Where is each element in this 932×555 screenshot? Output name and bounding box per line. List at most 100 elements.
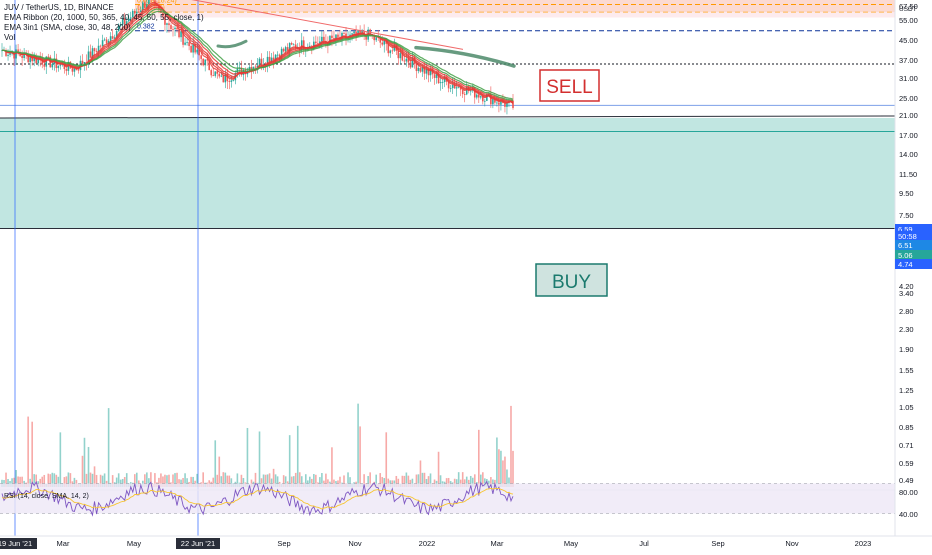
candle-body — [259, 59, 261, 66]
volume-bar — [108, 408, 110, 487]
time-highlight: 19 Jun '21 — [0, 539, 32, 548]
time-tick: Mar — [57, 539, 70, 548]
candle-body — [96, 51, 98, 52]
candle-body — [476, 95, 478, 98]
time-tick: 2022 — [419, 539, 436, 548]
candle-body — [283, 49, 285, 52]
hand-drawn-mark — [218, 41, 246, 47]
candle-body — [231, 80, 233, 81]
indicator-ema-3in1[interactable]: EMA 3in1 (SMA, close, 30, 48, 200) — [4, 23, 204, 33]
time-tick: Sep — [711, 539, 724, 548]
candle-body — [420, 68, 422, 72]
volume-bar — [297, 426, 299, 487]
candle-body — [462, 90, 464, 94]
candle-body — [416, 64, 418, 71]
buy-zone-top-line — [0, 116, 895, 118]
volume-bar — [502, 460, 504, 487]
price-tick: 45.00 — [899, 36, 918, 45]
price-tick: 1.55 — [899, 366, 914, 375]
candle-body — [470, 91, 472, 92]
candle-body — [72, 69, 74, 72]
rsi-tick: 80.00 — [899, 488, 918, 497]
candle-body — [398, 51, 400, 58]
time-tick: Sep — [277, 539, 290, 548]
price-label: 6.51 — [898, 241, 913, 250]
volume-bar — [478, 430, 480, 487]
candle-body — [90, 51, 92, 57]
candle-body — [391, 51, 393, 52]
volume-bar — [500, 451, 502, 487]
candle-body — [498, 103, 500, 105]
candle-body — [222, 76, 224, 83]
price-tick: 7.50 — [899, 211, 914, 220]
volume-bar — [88, 447, 90, 487]
indicator-ema-ribbon[interactable]: EMA Ribbon (20, 1000, 50, 365, 40, 45, 5… — [4, 13, 204, 23]
volume-bar — [259, 431, 261, 487]
price-tick: 0.71 — [899, 441, 914, 450]
volume-bar — [498, 449, 500, 487]
symbol-title[interactable]: JUV / TetherUS, 1D, BINANCE — [4, 3, 204, 13]
candle-body — [343, 33, 345, 34]
candle-body — [29, 58, 31, 63]
price-tick: 67.50 — [899, 2, 918, 11]
price-label: 5.06 — [898, 251, 913, 260]
candle-body — [321, 37, 323, 42]
volume-bar — [247, 428, 249, 487]
candle-body — [21, 56, 23, 58]
candle-body — [418, 68, 420, 71]
candle-body — [60, 65, 62, 66]
candle-body — [212, 75, 214, 76]
volume-bar — [331, 447, 333, 487]
volume-bar — [420, 460, 422, 487]
chart-legend: JUV / TetherUS, 1D, BINANCE EMA Ribbon (… — [4, 3, 204, 43]
time-tick: May — [127, 539, 141, 548]
time-tick: Jul — [639, 539, 649, 548]
time-tick: Nov — [785, 539, 799, 548]
volume-bar — [27, 417, 29, 487]
price-tick: 2.30 — [899, 325, 914, 334]
candle-body — [496, 103, 498, 104]
volume-bar — [510, 406, 512, 487]
candle-body — [78, 70, 80, 71]
candle-body — [315, 42, 317, 44]
price-tick: 31.00 — [899, 74, 918, 83]
buy-zone — [0, 118, 895, 228]
candle-body — [190, 46, 192, 52]
rsi-label: RSI (14, close, SMA, 14, 2) — [4, 493, 89, 500]
price-tick: 11.50 — [899, 170, 917, 179]
volume-bar — [385, 432, 387, 487]
candle-body — [51, 64, 53, 67]
volume-bar — [289, 435, 291, 487]
candle-body — [323, 37, 325, 41]
volume-bar — [82, 456, 84, 487]
price-label: 4.74 — [898, 260, 913, 269]
buy-label: BUY — [552, 272, 591, 293]
rsi-band — [0, 484, 895, 514]
candle-body — [220, 76, 222, 77]
volume-bar — [84, 438, 86, 487]
price-label: 50:58 — [898, 232, 917, 241]
candle-body — [218, 74, 220, 77]
candle-body — [410, 63, 412, 68]
candle-body — [389, 51, 391, 54]
volume-bar — [496, 437, 498, 487]
candle-body — [478, 95, 480, 98]
candle-body — [464, 94, 466, 95]
indicator-volume[interactable]: Vol — [4, 33, 204, 43]
candle-body — [7, 55, 9, 56]
time-highlight: 22 Jun '21 — [181, 539, 215, 548]
candle-body — [285, 47, 287, 51]
volume-bar — [359, 426, 361, 487]
volume-bar — [357, 404, 359, 487]
candle-body — [331, 36, 333, 38]
candle-body — [43, 65, 45, 67]
candle-body — [196, 50, 198, 53]
candle-body — [337, 35, 339, 37]
price-tick: 55.00 — [899, 16, 918, 25]
time-tick: Nov — [348, 539, 362, 548]
volume-bar — [214, 440, 216, 487]
price-tick: 25.00 — [899, 94, 918, 103]
candle-body — [74, 68, 76, 71]
price-tick: 17.00 — [899, 131, 918, 140]
